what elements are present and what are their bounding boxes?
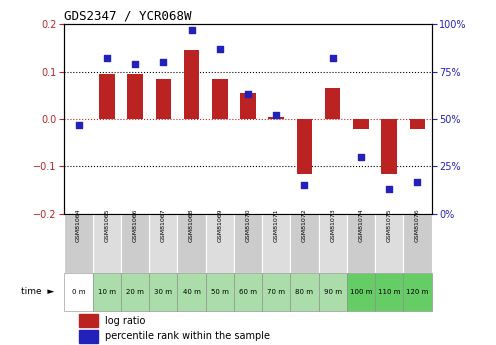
Point	[131, 61, 139, 67]
Text: GSM81075: GSM81075	[387, 208, 392, 242]
Bar	[64, 214, 93, 273]
Point	[216, 46, 224, 52]
Text: GSM81065: GSM81065	[104, 209, 109, 242]
Text: GSM81064: GSM81064	[76, 208, 81, 242]
Bar	[297, 119, 312, 174]
Bar	[121, 273, 149, 311]
Text: 10 m: 10 m	[98, 289, 116, 295]
Bar	[347, 273, 375, 311]
Point	[414, 179, 422, 185]
Bar	[178, 214, 206, 273]
Point	[301, 183, 309, 188]
Bar	[149, 273, 178, 311]
Bar	[156, 79, 171, 119]
Bar	[149, 214, 178, 273]
Bar	[262, 273, 290, 311]
Text: time  ►: time ►	[21, 287, 55, 296]
Bar	[325, 88, 340, 119]
Text: GSM81073: GSM81073	[330, 208, 335, 242]
Point	[329, 56, 337, 61]
Point	[244, 92, 252, 97]
Bar	[93, 214, 121, 273]
Bar	[290, 214, 318, 273]
Point	[272, 112, 280, 118]
Text: GSM81074: GSM81074	[359, 208, 364, 242]
Bar	[375, 214, 403, 273]
Bar	[403, 214, 432, 273]
Text: 110 m: 110 m	[378, 289, 400, 295]
Bar	[290, 273, 318, 311]
Point	[187, 27, 195, 33]
Bar	[206, 214, 234, 273]
Text: 120 m: 120 m	[406, 289, 429, 295]
Bar	[410, 119, 425, 129]
Text: GSM81070: GSM81070	[246, 208, 250, 242]
Bar	[318, 273, 347, 311]
Bar	[178, 273, 206, 311]
Bar	[64, 273, 93, 311]
Point	[103, 56, 111, 61]
Bar	[79, 330, 98, 343]
Bar	[240, 93, 256, 119]
Bar	[403, 273, 432, 311]
Text: 70 m: 70 m	[267, 289, 285, 295]
Text: GSM81072: GSM81072	[302, 208, 307, 242]
Text: 30 m: 30 m	[154, 289, 172, 295]
Point	[385, 187, 393, 192]
Text: GDS2347 / YCR068W: GDS2347 / YCR068W	[64, 10, 192, 23]
Bar	[347, 214, 375, 273]
Bar	[79, 315, 98, 327]
Bar	[353, 119, 369, 129]
Text: GSM81068: GSM81068	[189, 209, 194, 242]
Text: 0 m: 0 m	[72, 289, 85, 295]
Bar	[234, 273, 262, 311]
Text: 90 m: 90 m	[324, 289, 342, 295]
Text: 20 m: 20 m	[126, 289, 144, 295]
Text: GSM81066: GSM81066	[132, 209, 137, 242]
Point	[357, 154, 365, 160]
Text: log ratio: log ratio	[105, 316, 145, 326]
Text: 40 m: 40 m	[183, 289, 200, 295]
Point	[159, 59, 167, 65]
Bar	[262, 214, 290, 273]
Text: 100 m: 100 m	[350, 289, 372, 295]
Bar	[318, 214, 347, 273]
Text: GSM81069: GSM81069	[217, 208, 222, 242]
Text: 80 m: 80 m	[296, 289, 313, 295]
Text: 50 m: 50 m	[211, 289, 229, 295]
Point	[74, 122, 82, 128]
Text: GSM81071: GSM81071	[274, 208, 279, 242]
Text: GSM81067: GSM81067	[161, 208, 166, 242]
Text: 60 m: 60 m	[239, 289, 257, 295]
Text: percentile rank within the sample: percentile rank within the sample	[105, 331, 270, 341]
Bar	[212, 79, 228, 119]
Bar	[121, 214, 149, 273]
Bar	[99, 74, 115, 119]
Text: GSM81076: GSM81076	[415, 208, 420, 242]
Bar	[234, 214, 262, 273]
Bar	[268, 117, 284, 119]
Bar	[127, 74, 143, 119]
Bar	[375, 273, 403, 311]
Bar	[184, 50, 199, 119]
Bar	[93, 273, 121, 311]
Bar	[381, 119, 397, 174]
Bar	[206, 273, 234, 311]
